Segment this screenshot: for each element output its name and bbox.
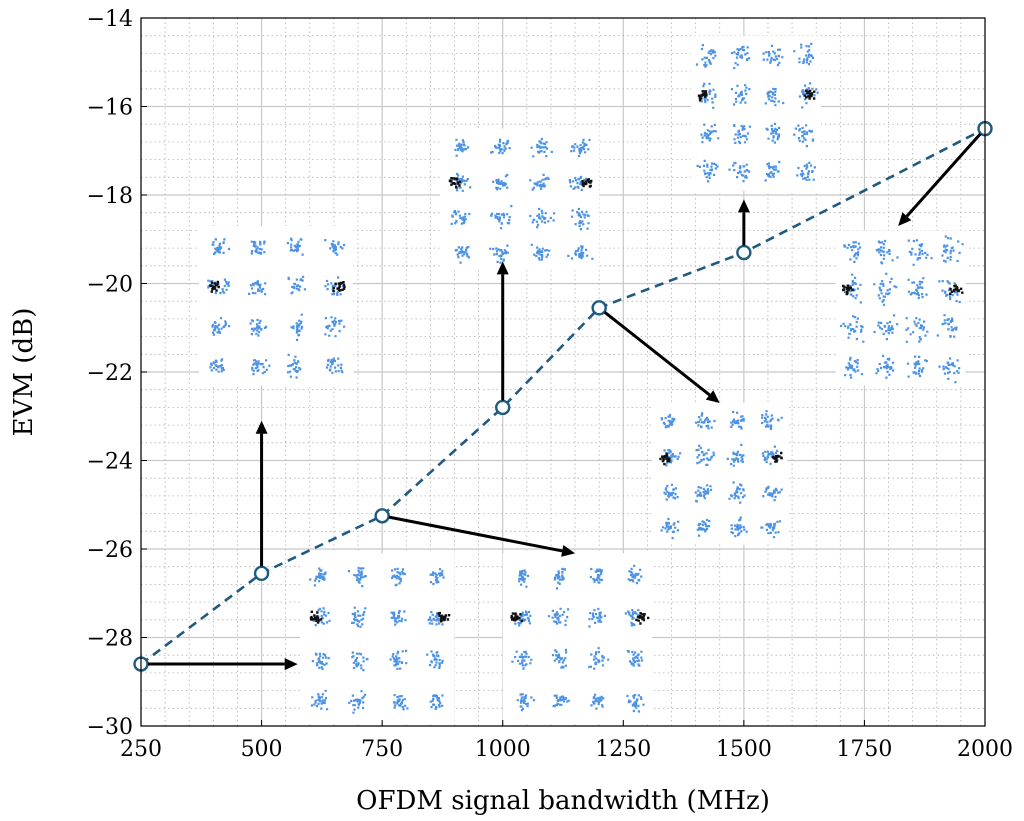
arrow-head: [898, 212, 912, 226]
x-tick-label: 250: [120, 737, 162, 762]
x-tick-label: 1250: [595, 737, 651, 762]
constellation-points: [207, 237, 346, 379]
x-tick-label: 1500: [716, 737, 772, 762]
y-tick-label: −22: [87, 361, 133, 386]
y-tick-label: −24: [87, 450, 133, 475]
x-tick-label: 1000: [475, 737, 531, 762]
y-tick-label: −30: [87, 715, 133, 740]
x-axis-label: OFDM signal bandwidth (MHz): [356, 786, 770, 816]
y-axis-label: EVM (dB): [9, 308, 39, 437]
y-tick-label: −26: [87, 538, 133, 563]
annotation-arrows: [148, 132, 982, 671]
y-tick-label: −16: [87, 96, 133, 121]
constellation-inset: [835, 230, 966, 386]
y-tick-labels: −30 −28 −26 −24 −22 −20 −18 −16 −14: [87, 7, 147, 740]
x-tick-labels: 250 500 750 1000 1250 1500 1750 2000: [120, 720, 1013, 762]
arrow-shaft: [905, 132, 982, 218]
constellation-inset: [502, 553, 653, 722]
constellation-points: [450, 137, 594, 264]
arrow-shaft: [603, 310, 711, 397]
arrow-head: [737, 199, 750, 213]
x-tick-label: 2000: [957, 737, 1013, 762]
constellation-points: [839, 235, 964, 384]
constellation-inset: [690, 35, 822, 191]
constellation-points: [309, 566, 448, 714]
y-tick-label: −18: [87, 184, 133, 209]
x-tick-label: 1750: [836, 737, 892, 762]
constellation-inset: [300, 553, 455, 722]
constellation-points: [511, 564, 645, 713]
inset-background: [300, 553, 455, 722]
constellation-insets: [198, 35, 966, 722]
data-point: [374, 508, 390, 524]
arrow-head: [284, 658, 298, 671]
constellation-inset: [440, 128, 600, 271]
data-point: [736, 244, 752, 261]
y-tick-label: −28: [87, 627, 133, 652]
constellation-points: [695, 42, 819, 183]
arrow-shaft: [388, 515, 563, 553]
y-tick-label: −14: [87, 7, 133, 32]
arrow-head: [561, 545, 576, 557]
y-tick-label: −20: [87, 273, 133, 298]
inset-background: [652, 402, 788, 545]
constellation-inset: [198, 225, 354, 386]
inset-background: [502, 553, 653, 722]
arrow-head: [705, 390, 720, 403]
x-tick-label: 500: [241, 737, 283, 762]
x-tick-label: 750: [361, 737, 403, 762]
data-point: [253, 565, 270, 582]
pilot-spur-points: [842, 284, 964, 296]
constellation-inset: [652, 402, 788, 545]
data-point: [591, 300, 607, 316]
arrow-head: [255, 420, 268, 434]
arrow-head: [496, 261, 509, 275]
data-point: [495, 399, 511, 416]
inset-background: [440, 128, 600, 271]
constellation-points: [660, 410, 783, 540]
